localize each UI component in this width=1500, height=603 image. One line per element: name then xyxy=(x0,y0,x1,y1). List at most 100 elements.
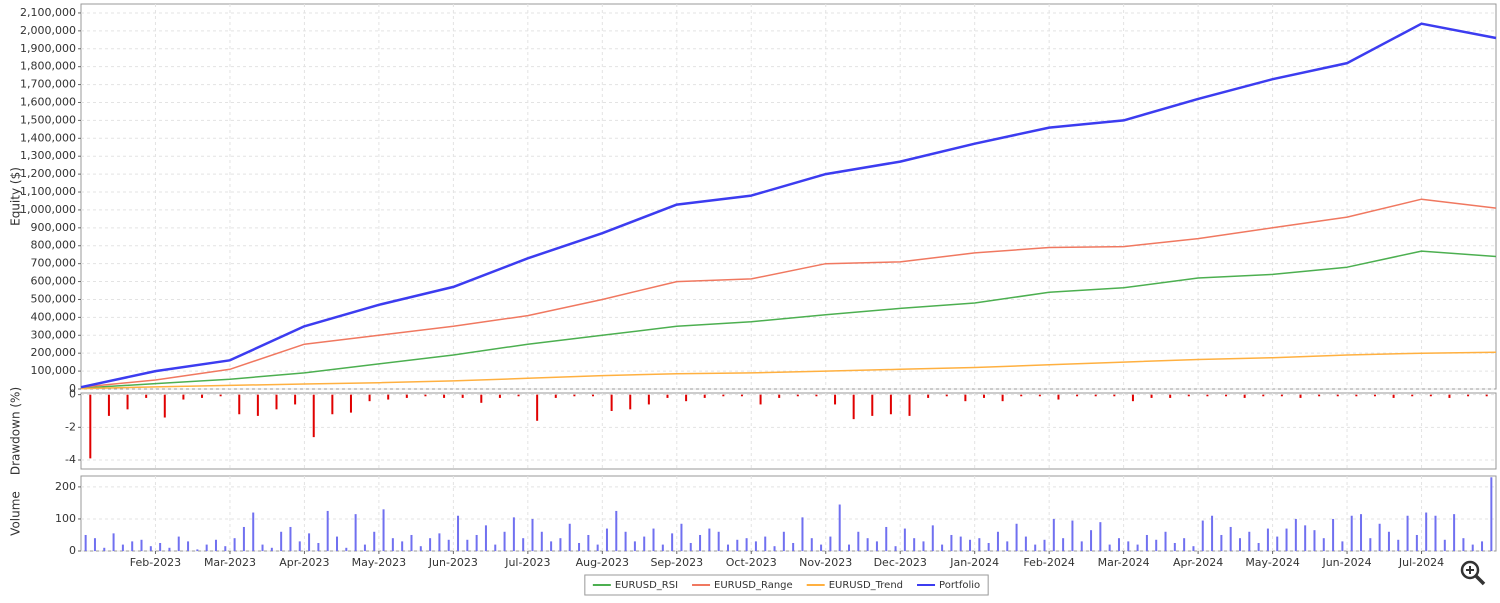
y-tick-label: 900,000 xyxy=(31,221,77,234)
bar xyxy=(443,394,446,398)
x-tick-label: Aug-2023 xyxy=(576,556,629,569)
bar xyxy=(387,394,390,400)
bar xyxy=(782,531,785,551)
bar xyxy=(438,533,441,551)
bar xyxy=(461,394,464,398)
bar xyxy=(820,544,823,551)
bar xyxy=(740,394,743,397)
bar xyxy=(1206,394,1209,397)
bar xyxy=(312,394,315,438)
bar xyxy=(1434,515,1437,551)
bar xyxy=(1266,528,1269,551)
bar xyxy=(1211,515,1214,551)
bar xyxy=(1257,542,1260,551)
bar xyxy=(475,534,478,551)
bar xyxy=(1076,394,1079,397)
bar xyxy=(280,531,283,551)
bar xyxy=(447,539,450,551)
bar xyxy=(424,394,427,397)
y-tick-label: 1,900,000 xyxy=(20,42,76,55)
bar xyxy=(1304,525,1307,551)
bar xyxy=(103,547,106,551)
y-tick-label: 100 xyxy=(55,512,76,525)
bar xyxy=(987,542,990,551)
x-tick-label: Apr-2024 xyxy=(1173,556,1223,569)
bar xyxy=(559,538,562,551)
bar xyxy=(573,394,576,397)
legend-label: EURUSD_Range xyxy=(714,580,793,591)
bar xyxy=(615,510,618,551)
bar xyxy=(1108,544,1111,551)
bar xyxy=(484,525,487,551)
bar xyxy=(1034,544,1037,551)
bar xyxy=(1336,394,1339,397)
y-tick-label: 1,800,000 xyxy=(20,60,76,73)
bar xyxy=(317,542,320,551)
zoom-icon[interactable] xyxy=(1460,560,1486,586)
bar xyxy=(331,394,334,415)
bar xyxy=(708,528,711,551)
bar xyxy=(745,538,748,551)
bar xyxy=(522,538,525,551)
legend-label: Portfolio xyxy=(939,580,980,591)
x-tick-label: May-2024 xyxy=(1245,556,1300,569)
bar xyxy=(629,394,632,410)
bar xyxy=(1094,394,1097,397)
bar xyxy=(722,394,725,397)
bar xyxy=(1378,523,1381,551)
bar xyxy=(922,541,925,551)
bar xyxy=(829,536,832,551)
bar xyxy=(326,510,329,551)
bar xyxy=(242,526,245,551)
bar xyxy=(889,394,892,415)
bar xyxy=(289,526,292,551)
bar xyxy=(233,538,236,551)
x-tick-label: Mar-2024 xyxy=(1098,556,1150,569)
bar xyxy=(1024,536,1027,551)
y-tick-label: 1,700,000 xyxy=(20,78,76,91)
bar xyxy=(1411,394,1414,397)
legend-label: EURUSD_RSI xyxy=(615,580,678,591)
bar xyxy=(419,546,422,551)
bar xyxy=(815,394,818,397)
x-tick-label: Feb-2023 xyxy=(130,556,181,569)
bar xyxy=(643,536,646,551)
bar xyxy=(717,531,720,551)
bar xyxy=(1467,394,1470,397)
bar xyxy=(294,394,297,405)
bar xyxy=(1276,536,1279,551)
bar xyxy=(368,394,371,402)
bar xyxy=(201,394,204,398)
x-tick-label: May-2023 xyxy=(352,556,407,569)
bar xyxy=(1192,546,1195,551)
bar xyxy=(1462,538,1465,551)
bar xyxy=(610,394,613,411)
bar xyxy=(1201,520,1204,551)
bar xyxy=(959,536,962,551)
bar xyxy=(1117,538,1120,551)
x-tick-label: Jan-2024 xyxy=(949,556,999,569)
bar xyxy=(1355,394,1358,397)
bar xyxy=(1052,518,1055,551)
bar xyxy=(363,544,366,551)
y-tick-label: 2,100,000 xyxy=(20,6,76,19)
bar xyxy=(1360,514,1363,551)
bar xyxy=(778,394,781,398)
bar xyxy=(578,542,581,551)
bar xyxy=(373,531,376,551)
bar xyxy=(1429,394,1432,397)
x-tick-label: Jun-2024 xyxy=(1321,556,1371,569)
bar xyxy=(1043,539,1046,551)
bar xyxy=(950,534,953,551)
bar xyxy=(140,539,143,551)
bar xyxy=(1071,520,1074,551)
bar xyxy=(1006,541,1009,551)
y-tick-label: 1,200,000 xyxy=(20,167,76,180)
bar xyxy=(205,544,208,551)
bar xyxy=(238,394,241,415)
bar xyxy=(903,528,906,551)
bar xyxy=(1481,541,1484,551)
bar xyxy=(1313,530,1316,551)
